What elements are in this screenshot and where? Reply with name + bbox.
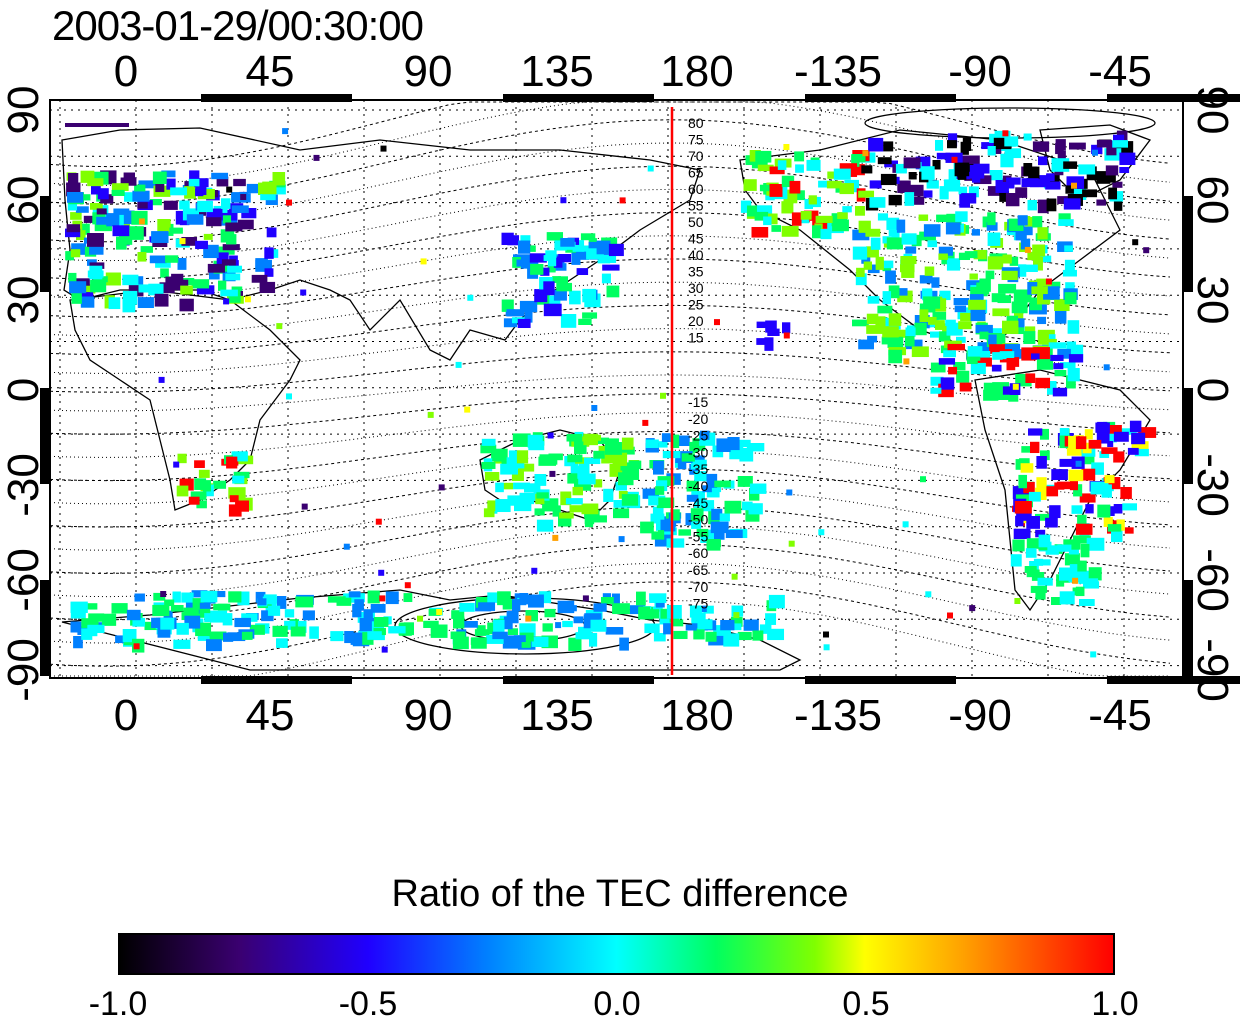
- lon-tick-bottom: 0: [114, 691, 138, 740]
- mlat-label-north: 40: [688, 247, 704, 263]
- mlat-label-south: -30: [688, 444, 708, 460]
- mlat-label-south: -20: [688, 411, 708, 427]
- mlat-label-north: 80: [688, 115, 704, 131]
- axis-labels: 0045459090135135180180-135-135-90-90-45-…: [0, 47, 1237, 740]
- mlat-label-south: -45: [688, 495, 708, 511]
- mlat-label-south: -70: [688, 579, 708, 595]
- lon-tick-top: 135: [520, 47, 593, 96]
- mlat-label-north: 30: [688, 280, 704, 296]
- mlat-label-south: -75: [688, 596, 708, 612]
- lon-tick-bottom: 90: [404, 691, 453, 740]
- lon-tick-bottom: 180: [660, 691, 733, 740]
- lat-tick-left: -90: [0, 638, 48, 702]
- mlat-label-south: -25: [688, 428, 708, 444]
- lat-tick-right: -60: [1188, 548, 1237, 612]
- tick-bars: [40, 94, 1240, 684]
- mlat-label-north: 55: [688, 198, 704, 214]
- lat-tick-right: 30: [1188, 276, 1237, 325]
- lat-tick-left: -60: [0, 548, 48, 612]
- colorbar-label: -1.0: [88, 985, 148, 1023]
- colorbar-title: Ratio of the TEC difference: [391, 873, 849, 915]
- mlat-label-south: -35: [688, 461, 708, 477]
- tec-ratio-patches: [65, 123, 1157, 658]
- colorbar-label: 1.0: [1091, 985, 1139, 1023]
- tec-map: 8075706560555045403530252015-15-20-25-30…: [0, 47, 1240, 740]
- mlat-label-north: 25: [688, 297, 704, 313]
- map-title: 2003-01-29/00:30:00: [52, 2, 424, 49]
- lon-tick-bottom: -90: [948, 691, 1012, 740]
- colorbar: [118, 933, 1115, 975]
- mlat-label-south: -40: [688, 478, 708, 494]
- mlat-label-north: 50: [688, 214, 704, 230]
- lon-tick-top: 90: [404, 47, 453, 96]
- mlat-label-north: 60: [688, 181, 704, 197]
- lon-tick-top: 45: [246, 47, 295, 96]
- mlat-label-south: -50: [688, 512, 708, 528]
- lat-tick-left: -30: [0, 453, 48, 517]
- mlat-label-north: 70: [688, 148, 704, 164]
- lon-tick-top: 180: [660, 47, 733, 96]
- lon-tick-bottom: -135: [794, 691, 882, 740]
- mlat-label-north: 20: [688, 313, 704, 329]
- mlat-label-north: 45: [688, 231, 704, 247]
- lat-tick-right: 60: [1188, 176, 1237, 225]
- lon-tick-bottom: 135: [520, 691, 593, 740]
- lat-tick-left: 60: [0, 176, 48, 225]
- lon-tick-bottom: 45: [246, 691, 295, 740]
- lat-tick-right: -90: [1188, 638, 1237, 702]
- lat-tick-right: -30: [1188, 453, 1237, 517]
- lat-tick-left: 90: [0, 86, 48, 135]
- colorbar-label: 0.0: [593, 985, 641, 1023]
- mlat-label-south: -60: [688, 545, 708, 561]
- mlat-label-north: 75: [688, 132, 704, 148]
- lon-tick-top: -135: [794, 47, 882, 96]
- mlat-label-north: 65: [688, 165, 704, 181]
- lat-tick-right: 0: [1188, 378, 1237, 402]
- mlat-label-south: -65: [688, 562, 708, 578]
- lon-tick-top: 0: [114, 47, 138, 96]
- lat-tick-left: 30: [0, 276, 48, 325]
- colorbar-label: -0.5: [338, 985, 398, 1023]
- lon-tick-top: -45: [1088, 47, 1152, 96]
- mlat-label-north: 15: [688, 330, 704, 346]
- colorbar-label: 0.5: [842, 985, 890, 1023]
- lat-tick-left: 0: [0, 378, 48, 402]
- mlat-label-north: 35: [688, 264, 704, 280]
- lat-tick-right: 90: [1188, 86, 1237, 135]
- lon-tick-top: -90: [948, 47, 1012, 96]
- mlat-label-south: -15: [688, 394, 708, 410]
- mlat-label-south: -55: [688, 528, 708, 544]
- lon-tick-bottom: -45: [1088, 691, 1152, 740]
